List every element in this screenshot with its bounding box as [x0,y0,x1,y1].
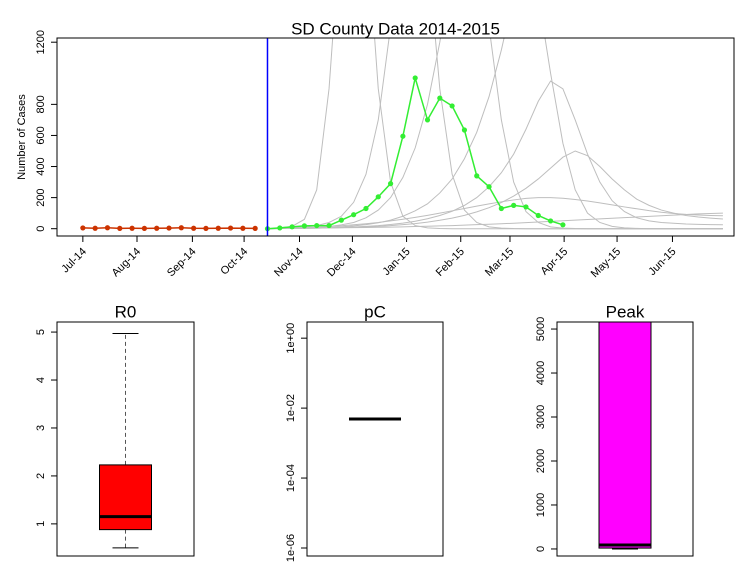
x-tick-label: Mar-15 [483,246,516,279]
y-tick-label: 1e-06 [285,534,297,562]
data-point [412,75,418,81]
y-tick-label: 1e+00 [285,323,297,354]
series-line [267,80,723,230]
y-tick-label: 1200 [35,30,47,54]
data-point [400,133,406,139]
y-tick-label: 0 [535,546,547,552]
box [598,322,652,549]
data-point [449,103,455,109]
data-point [437,95,443,101]
data-point [351,212,357,218]
y-axis-label: Number of Cases [16,94,28,180]
y-tick-label: 400 [35,157,47,175]
x-tick-label: Oct-14 [218,246,250,278]
y-tick-label: 4 [35,377,47,383]
data-point [104,225,111,231]
data-point [547,218,554,224]
data-point [129,225,135,231]
data-point [387,181,394,187]
data-point [535,212,541,219]
data-point [523,204,529,210]
plot-frame [306,321,444,557]
x-tick-label: Jul-14 [59,246,89,276]
plot-area [80,38,723,236]
data-point [80,225,86,231]
plot-frame [556,321,694,557]
data-point [424,117,431,123]
chart-title: pC [364,302,386,321]
data-point [154,225,160,231]
data-point [215,225,221,231]
data-point [474,173,480,179]
data-point [375,194,381,200]
y-tick-label: 5 [35,329,47,335]
data-point [363,205,369,212]
data-point [117,225,123,231]
y-tick-label: 0 [35,226,47,232]
y-tick-label: 1000 [535,493,547,517]
y-tick-label: 2000 [535,449,547,473]
y-tick-label: 2 [35,473,47,479]
y-tick-label: 3000 [535,405,547,429]
data-point [338,217,344,223]
plot-area [598,322,652,550]
series-line [267,150,723,230]
data-point [252,225,258,231]
data-point [277,225,283,231]
data-point [178,225,184,231]
x-tick-label: May-15 [589,246,623,280]
x-tick-label: Aug-14 [110,246,144,280]
x-tick-label: Feb-15 [434,246,467,279]
data-point [511,202,517,208]
plot-frame [56,321,195,557]
data-point [227,225,234,231]
series-line [267,212,723,230]
x-tick-label: Apr-15 [538,246,570,278]
y-tick-label: 1e-02 [285,394,297,422]
series-line [267,197,723,230]
y-tick-label: 3 [35,425,47,431]
data-point [560,222,566,228]
data-point [191,225,197,231]
y-tick-label: 600 [35,126,47,144]
data-point [141,225,147,231]
chart-title: R0 [115,302,137,321]
x-tick-label: Sep-14 [165,246,199,280]
data-point [326,222,332,229]
x-tick-label: Dec-14 [325,246,359,280]
y-tick-label: 4000 [535,361,547,385]
data-point [92,225,98,231]
plot-area [99,333,152,549]
chart-title: SD County Data 2014-2015 [291,19,500,38]
x-tick-label: Nov-14 [272,246,306,280]
y-tick-label: 5000 [535,317,547,341]
data-point [314,222,320,229]
data-point [289,224,295,230]
x-tick-label: Jan-15 [380,246,412,278]
plot-frame [56,37,735,237]
x-tick-label: Jun-15 [646,246,678,278]
data-point [203,225,209,231]
data-point [461,127,468,133]
y-tick-label: 1 [35,521,47,527]
series-line [267,77,564,230]
data-point [486,184,492,190]
box [99,464,152,531]
y-tick-label: 200 [35,188,47,206]
data-point [498,205,504,212]
data-point [240,225,246,231]
data-point [166,225,172,231]
series-line [267,38,723,230]
data-point [301,223,308,229]
y-tick-label: 800 [35,95,47,113]
y-tick-label: 1e-04 [285,464,297,492]
chart-title: Peak [606,302,645,321]
